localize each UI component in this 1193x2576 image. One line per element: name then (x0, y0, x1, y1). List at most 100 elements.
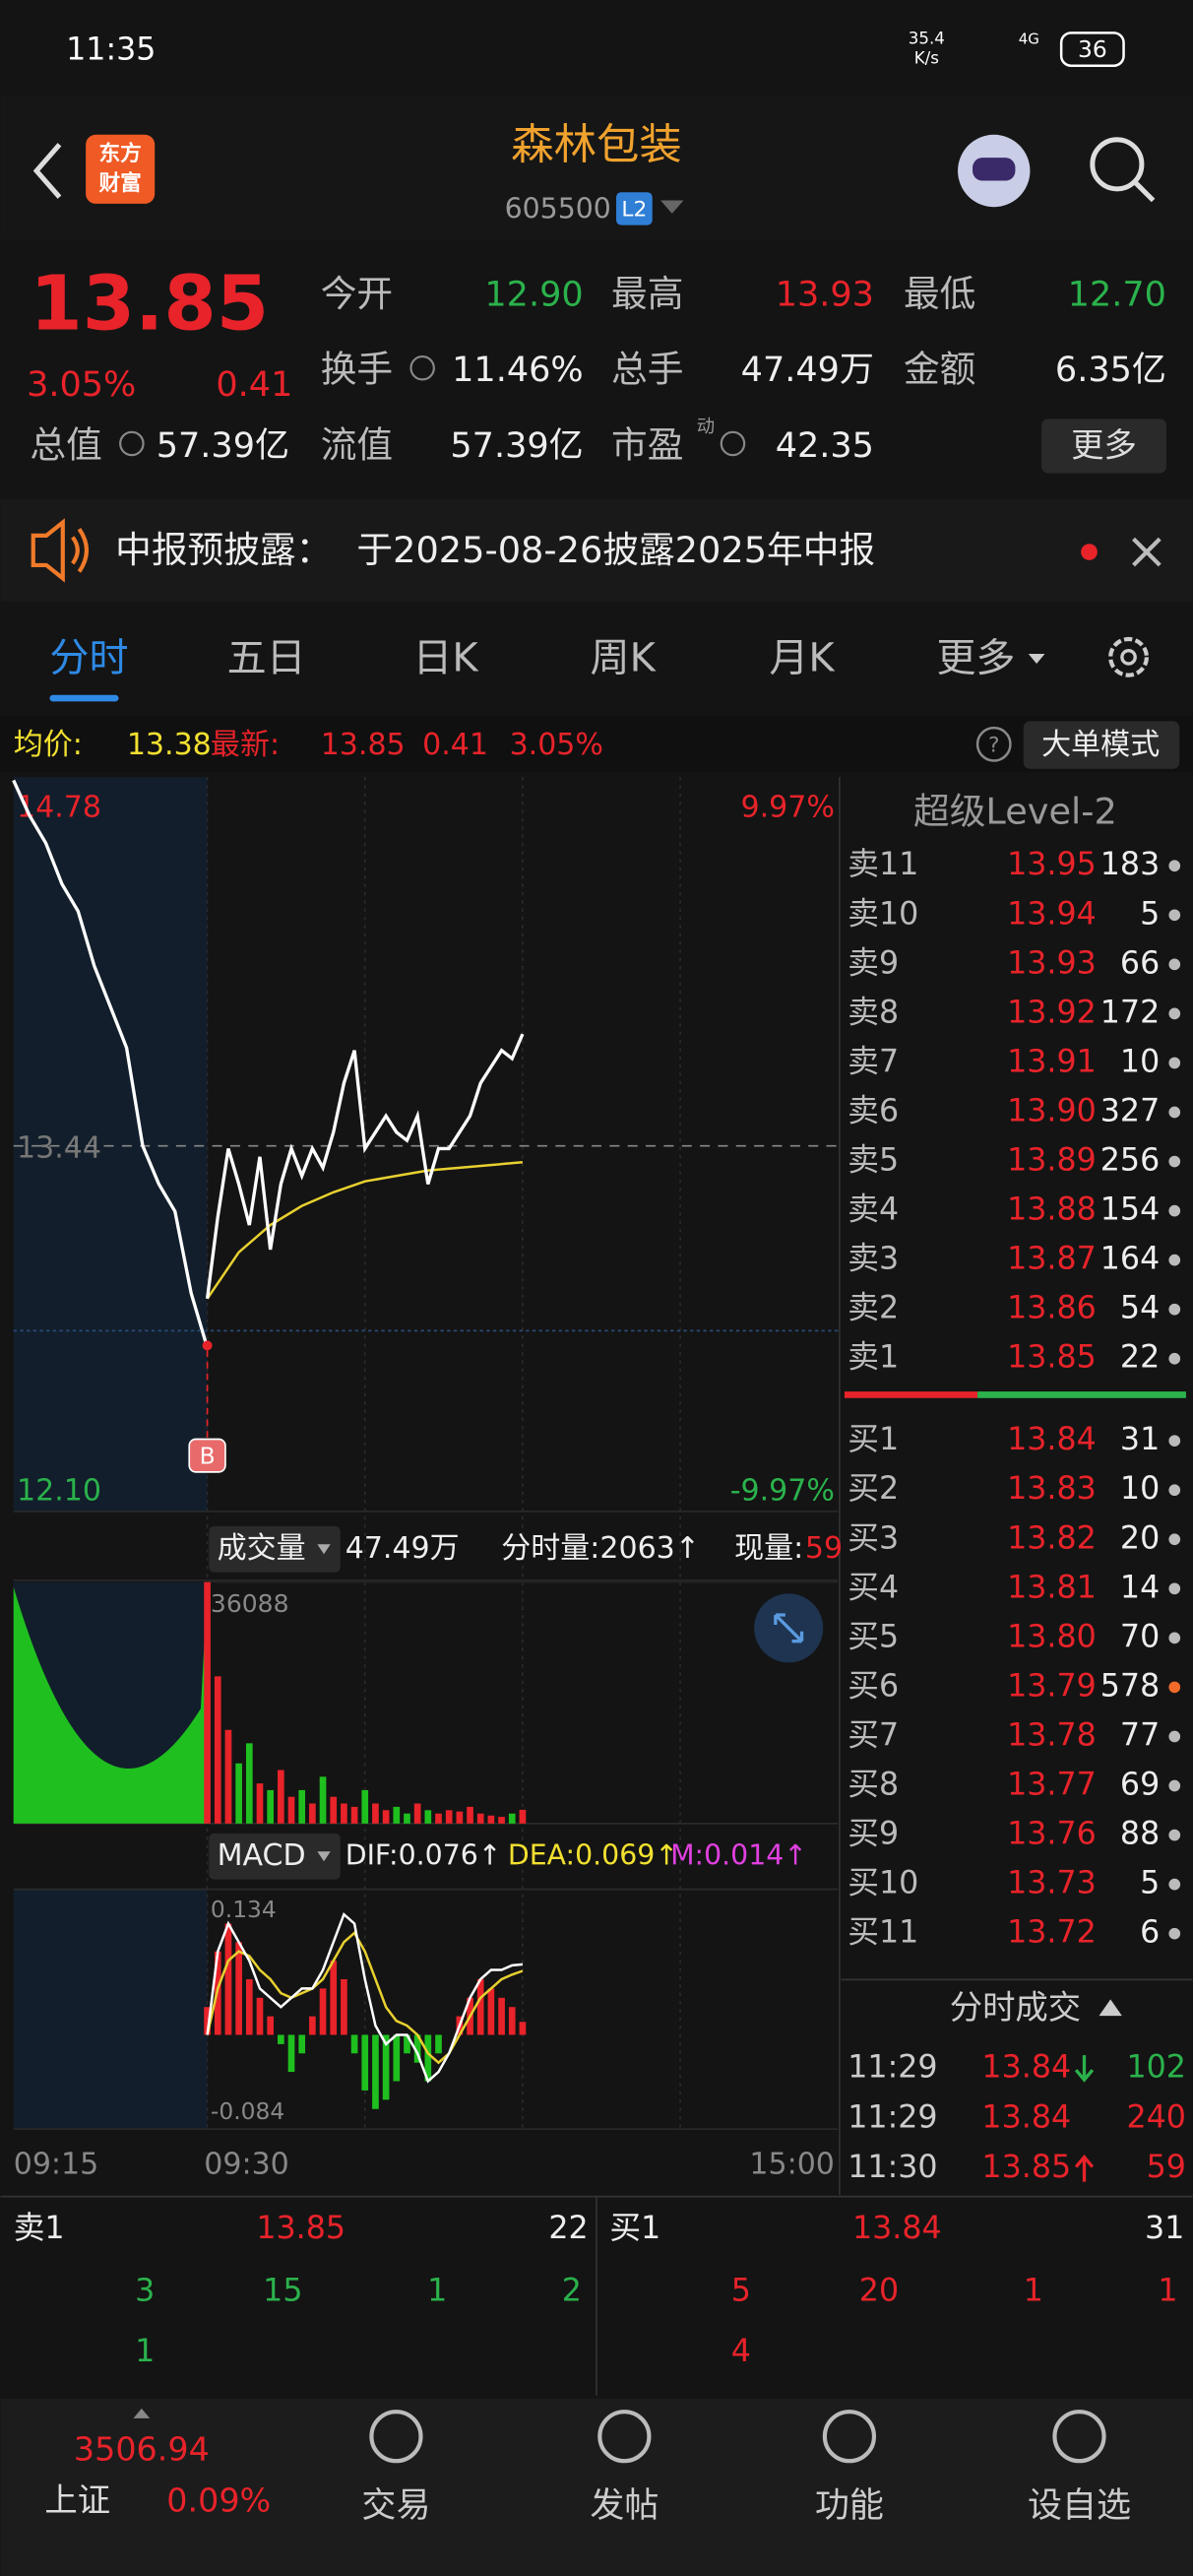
volume-bar (235, 1763, 242, 1824)
logo[interactable] (86, 134, 156, 204)
volume-bar (309, 1803, 316, 1824)
tab[interactable]: 五日 (227, 636, 306, 681)
info-icon[interactable] (409, 354, 435, 381)
level-price: 13.86 (1007, 1291, 1097, 1326)
now-volume: 59 (805, 1531, 843, 1566)
buy-marker[interactable] (188, 1438, 226, 1473)
l1-queue: 1 (1024, 2273, 1043, 2308)
more-button[interactable] (1041, 419, 1166, 474)
nav-label[interactable]: 发帖 (590, 2485, 659, 2526)
indicator-selector[interactable] (209, 1833, 341, 1880)
level-label: 买11 (848, 1915, 918, 1951)
info-icon[interactable] (720, 430, 746, 457)
search-button[interactable] (1090, 137, 1145, 192)
volume-bar (204, 1581, 211, 1824)
level-dot (1168, 1057, 1181, 1069)
volume-bar (361, 1789, 369, 1824)
nav-icon[interactable] (1052, 2410, 1106, 2464)
field-label: 最高 (611, 273, 683, 315)
last-label: 最新: (211, 728, 280, 762)
help-icon[interactable] (975, 726, 1012, 762)
tab[interactable]: 日K (412, 636, 479, 681)
level-dot (1168, 1155, 1181, 1168)
macd-bar (508, 2007, 516, 2035)
level-volume: 10 (1120, 1044, 1160, 1079)
level-price: 13.92 (1007, 995, 1097, 1030)
macd-bar (298, 2034, 306, 2054)
macd-tick-label: -0.084 (211, 2097, 284, 2125)
dif-label: DIF:0.076↑ (345, 1838, 502, 1871)
macd-bar (245, 1978, 253, 2035)
level-label: 买1 (848, 1422, 899, 1457)
level-price: 13.88 (1007, 1192, 1097, 1228)
volume-bar (393, 1806, 401, 1824)
level-price: 13.72 (1007, 1915, 1097, 1951)
macd-bar (235, 1942, 242, 2035)
settings-hub (1120, 649, 1137, 666)
level-volume: 66 (1120, 945, 1160, 981)
pct-low: -9.97% (730, 1473, 835, 1508)
logo-text: 财富 (99, 170, 142, 196)
volume-bar (498, 1817, 505, 1824)
volume-bar (350, 1806, 358, 1824)
volume-bar (267, 1789, 274, 1824)
status-time: 11:35 (66, 32, 156, 68)
volume-selector-arrow (317, 1544, 331, 1555)
nav-label[interactable]: 交易 (361, 2485, 430, 2526)
level-dot (1168, 1007, 1181, 1020)
level-volume: 154 (1100, 1192, 1160, 1228)
level-volume: 164 (1100, 1242, 1160, 1277)
bottom-nav (0, 2398, 1193, 2576)
level-dot (1168, 958, 1181, 971)
tab[interactable]: 更多 (936, 636, 1015, 681)
trade-price: 13.84 (981, 2049, 1071, 2085)
tab[interactable]: 周K (591, 636, 658, 681)
level-price: 13.84 (1007, 1422, 1097, 1457)
level-volume: 22 (1120, 1340, 1160, 1376)
nav-label[interactable]: 功能 (815, 2485, 884, 2526)
l2-badge[interactable] (616, 192, 653, 225)
trades-toggle[interactable] (1099, 1999, 1122, 2017)
volume-bar (319, 1776, 327, 1824)
settings-button[interactable] (1108, 636, 1149, 677)
field-value: 42.35 (776, 425, 874, 466)
tab[interactable]: 分时 (49, 636, 128, 681)
speaker-waves (71, 528, 90, 573)
tab[interactable]: 月K (769, 636, 836, 681)
l1-volume: 22 (548, 2211, 588, 2246)
level-price: 13.89 (1007, 1143, 1097, 1179)
indicator-selector-arrow (317, 1851, 331, 1862)
nav-icon[interactable] (822, 2410, 877, 2464)
level-volume: 10 (1120, 1471, 1160, 1507)
macd-bar (224, 1923, 232, 2035)
l1-queue: 15 (263, 2273, 302, 2308)
nav-label[interactable]: 设自选 (1028, 2485, 1131, 2526)
level-dot (1168, 1730, 1181, 1743)
premarket-shade (13, 1889, 208, 2130)
index-toggle[interactable] (133, 2408, 151, 2418)
level-label: 买8 (848, 1768, 899, 1803)
back-button[interactable] (32, 143, 62, 199)
nav-icon[interactable] (597, 2410, 652, 2464)
level-label: 买6 (848, 1668, 899, 1704)
macd-bar (256, 1997, 264, 2035)
level-volume: 6 (1140, 1915, 1160, 1951)
level-dot (1168, 909, 1181, 922)
level-dot (1168, 1435, 1181, 1447)
trade-price: 13.85 (981, 2150, 1071, 2185)
l1-queue: 20 (859, 2273, 899, 2308)
notice-bar[interactable] (0, 499, 1193, 602)
field-label: 市盈 (611, 423, 683, 466)
level-volume: 88 (1120, 1817, 1160, 1852)
nav-icon[interactable] (369, 2410, 423, 2464)
l1-price: 13.84 (852, 2211, 942, 2246)
volume-selector[interactable] (209, 1525, 341, 1573)
close-button[interactable] (1132, 537, 1162, 567)
volume-bar (298, 1789, 306, 1824)
l1-queue: 1 (1158, 2273, 1177, 2308)
trade-arrow-up (1074, 2154, 1095, 2182)
field-value: 11.46% (452, 350, 584, 390)
big-order-button[interactable] (1023, 721, 1180, 769)
info-icon[interactable] (119, 430, 145, 457)
